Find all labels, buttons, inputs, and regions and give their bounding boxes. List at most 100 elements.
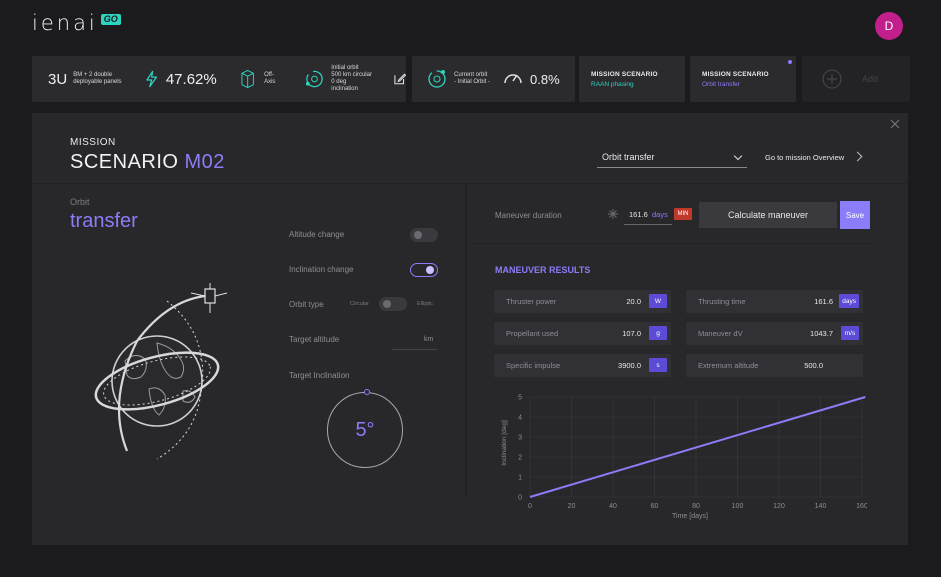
maneuver-duration-label: Maneuver duration: [495, 211, 562, 220]
cubesat-description: BM + 2 double deployable panels: [73, 72, 122, 85]
tab-scenario-raan[interactable]: MISSION SCENARIO RAAN phasing: [579, 56, 685, 102]
scenario-tab-title: MISSION SCENARIO: [591, 70, 658, 78]
save-button[interactable]: Save: [840, 201, 870, 229]
orbit-title: transfer: [70, 210, 138, 232]
lightning-icon: [145, 70, 157, 88]
scenario-tab-subtitle: RAAN phasing: [591, 80, 634, 88]
chevron-right-icon[interactable]: [852, 151, 863, 162]
logo-text: ienai: [32, 11, 98, 35]
target-altitude-label: Target altitude: [289, 335, 340, 344]
result-extremum-altitude: Extremum altitude 500.0: [686, 354, 863, 377]
close-icon[interactable]: [890, 119, 900, 129]
x-tick-label: 80: [692, 503, 700, 510]
spacecraft-status-bar: 3U BM + 2 double deployable panels 47.62…: [32, 56, 406, 102]
scenario-title-text: SCENARIO: [70, 151, 179, 173]
orbit-label: Orbit: [70, 197, 90, 207]
tab-scenario-orbit-transfer[interactable]: MISSION SCENARIO Orbit transfer: [690, 56, 796, 102]
scenario-panel: MISSION SCENARIO M02 Orbit transfer Go to…: [32, 113, 908, 545]
inclination-dial-value: 5°: [355, 418, 375, 441]
x-tick-label: 60: [651, 503, 659, 510]
duration-input-underline: [624, 224, 672, 225]
result-thrusting-time: Thrusting time 161.6 days: [686, 290, 863, 313]
orbit-initial-icon: [306, 70, 324, 88]
earth-orbit-illustration: [94, 283, 228, 460]
maneuver-results-title: MANEUVER RESULTS: [495, 265, 591, 275]
cubesat-size: 3U: [48, 70, 68, 88]
select-value: Orbit transfer: [602, 152, 655, 162]
logo-badge: GO: [100, 14, 121, 25]
x-tick-label: 20: [568, 503, 576, 510]
initial-orbit-info: Initial orbit 500 km circular 0 deg incl…: [331, 65, 372, 92]
scenario-tab-title: MISSION SCENARIO: [702, 70, 769, 78]
sparkle-icon: [608, 209, 618, 219]
chart-series-line: [529, 396, 866, 498]
x-tick-label: 160: [856, 503, 867, 510]
y-tick-label: 1: [518, 475, 522, 482]
mission-label: MISSION: [70, 137, 116, 148]
edit-icon[interactable]: [393, 72, 406, 86]
y-tick-label: 3: [518, 435, 522, 442]
gauge-icon: [504, 74, 522, 84]
result-maneuver-dv: Maneuver dV 1043.7 m/s: [686, 322, 863, 345]
maneuver-duration-value[interactable]: 161.6: [629, 210, 648, 219]
target-inclination-label: Target Inclination: [289, 371, 350, 380]
current-orbit-bar: Current orbit - Initial Orbit - 0.8%: [412, 56, 575, 102]
x-tick-label: 120: [773, 503, 785, 510]
scenario-type-select[interactable]: Orbit transfer: [597, 148, 747, 168]
maneuver-duration-unit: days: [652, 210, 668, 219]
inclination-dial-handle[interactable]: [364, 389, 370, 395]
altitude-change-label: Altitude change: [289, 230, 345, 239]
target-altitude-unit: km: [424, 336, 434, 343]
chart-grid: [529, 396, 863, 498]
divider: [472, 243, 872, 244]
active-indicator: [788, 60, 792, 64]
toggle-knob: [383, 300, 391, 308]
orbit-type-circular-label: Circular: [350, 301, 369, 307]
x-tick-label: 0: [528, 503, 532, 510]
chart-x-ticks: 0 20 40 60 80 100 120 140 160: [528, 503, 867, 510]
result-specific-impulse: Specific impulse 3900.0 s: [494, 354, 671, 377]
divider: [465, 183, 467, 498]
page-title: SCENARIO M02: [70, 151, 225, 174]
inclination-change-label: Inclination change: [289, 265, 354, 274]
inclination-chart: 0 1 2 3 4 5 0 20 40 60 80 100 120 140 160 Time [days]…: [501, 395, 867, 521]
toggle-knob: [426, 266, 434, 274]
x-tick-label: 100: [732, 503, 744, 510]
target-altitude-input[interactable]: [392, 349, 437, 350]
go-to-overview-link[interactable]: Go to mission Overview: [765, 153, 845, 162]
power-percent: 47.62%: [165, 70, 217, 88]
x-tick-label: 140: [815, 503, 827, 510]
altitude-change-toggle[interactable]: [410, 228, 438, 242]
scenario-tab-subtitle: Orbit transfer: [702, 80, 740, 88]
result-thruster-power: Thruster power 20.0 W: [494, 290, 671, 313]
calculate-maneuver-button[interactable]: Calculate maneuver: [699, 202, 837, 228]
y-tick-label: 2: [518, 455, 522, 462]
divider: [32, 183, 908, 184]
add-scenario-button[interactable]: Add: [802, 56, 910, 102]
chevron-down-icon: [733, 151, 743, 161]
inclination-dial[interactable]: 5°: [327, 392, 403, 468]
cube-icon: [241, 69, 254, 89]
chart-y-ticks: 0 1 2 3 4 5: [518, 395, 522, 502]
gauge-percent: 0.8%: [530, 71, 560, 87]
y-tick-label: 4: [518, 415, 522, 422]
plus-circle-icon: [822, 69, 842, 89]
orbit-type-label: Orbit type: [289, 300, 324, 309]
inclination-change-toggle[interactable]: [410, 263, 438, 277]
scenario-code: M02: [184, 151, 225, 173]
user-avatar[interactable]: D: [875, 12, 903, 40]
y-tick-label: 0: [518, 495, 522, 502]
chart-x-label: Time [days]: [672, 513, 708, 520]
app-logo: ienai GO: [32, 12, 121, 34]
add-label: Add: [862, 74, 879, 84]
pointing-mode: Off-Axis: [264, 72, 276, 85]
result-propellant-used: Propellant used 107.0 g: [494, 322, 671, 345]
toggle-knob: [414, 231, 422, 239]
y-tick-label: 5: [518, 395, 522, 402]
x-tick-label: 40: [609, 503, 617, 510]
min-badge[interactable]: MIN: [674, 208, 692, 220]
orbit-type-elliptic-label: Elliptic: [417, 301, 433, 307]
current-orbit-info: Current orbit - Initial Orbit -: [454, 72, 491, 85]
chart-y-label: Inclination [deg]: [501, 420, 508, 466]
orbit-type-toggle[interactable]: [379, 297, 407, 311]
